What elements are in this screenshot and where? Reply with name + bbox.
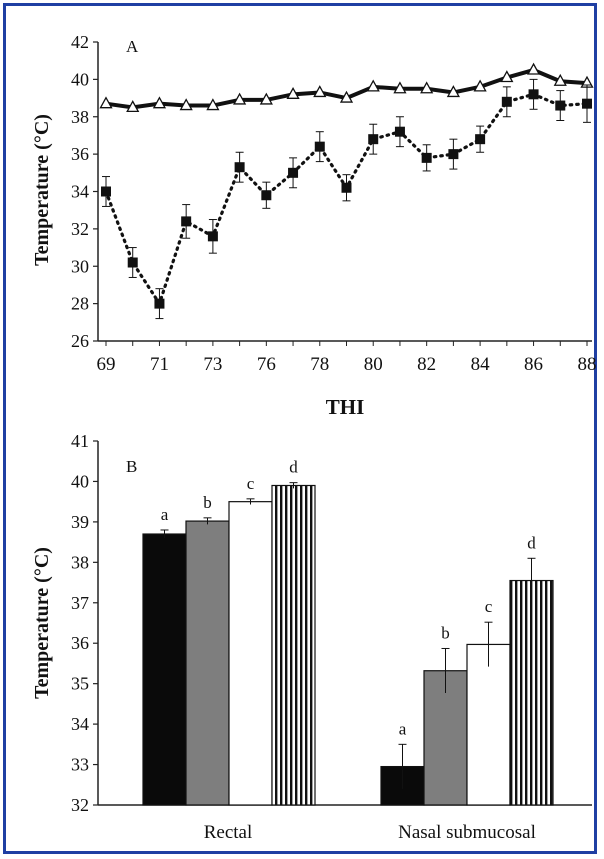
panel-a-series-2-point (314, 141, 325, 152)
panel-a-x-axis-label: THI (326, 395, 365, 419)
panel-b-label: B (126, 457, 137, 476)
panel-a-series-1-point (126, 100, 140, 113)
panel-a-series-2-point (234, 162, 245, 173)
panel-b-y-tick-label: 37 (71, 593, 89, 613)
panel-b-y-tick-label: 35 (71, 674, 89, 694)
panel-a-series-1-point (500, 70, 514, 83)
panel-a-x-tick-label: 80 (364, 354, 383, 375)
panel-a-series-1-point (233, 92, 247, 105)
panel-a-y-tick-label: 28 (71, 294, 89, 314)
panel-a-x-tick-label: 76 (257, 354, 276, 375)
panel-a-series-1-point (259, 92, 273, 105)
panel-a-series-1-point (553, 73, 567, 86)
panel-b-y-tick-label: 39 (71, 512, 89, 532)
panel-b-y-axis-label: Temperature (°C) (31, 547, 53, 699)
panel-a-series-2-point (528, 89, 539, 100)
panel-b-y-tick-label: 32 (71, 795, 89, 815)
panel-b-significance-letter: b (441, 623, 450, 642)
panel-b-bar (271, 484, 316, 806)
panel-b-bars: a b c d a b c d (142, 458, 554, 806)
panel-a-y-tick-label: 30 (71, 256, 89, 276)
panel-a-series-2-point (368, 134, 379, 145)
panel-a-series-2 (101, 78, 592, 320)
panel-a-label: A (126, 37, 139, 56)
panel-a-y-tick-label: 36 (71, 144, 89, 164)
panel-a-series-2-point (394, 126, 405, 137)
panel-b-significance-letter: b (203, 493, 212, 512)
panel-a-series-2-point (501, 96, 512, 107)
panel-b-significance-letter: c (485, 597, 493, 616)
panel-b-bar (466, 643, 511, 806)
panel-a-series-1-point (339, 90, 354, 103)
panel-b-y-tick-label: 36 (71, 633, 89, 653)
panel-a-series-1-point (420, 81, 434, 94)
panel-b-significance-letter: d (527, 533, 536, 552)
panel-b-y-tick-label: 40 (71, 471, 89, 491)
panel-a-x-tick-label: 69 (97, 354, 116, 375)
panel-a-series-2-point (207, 231, 218, 242)
panel-b-significance-letter: a (161, 505, 169, 524)
panel-a-series-1-point (206, 98, 220, 111)
panel-a-series-2-point (101, 186, 111, 197)
panel-a-x-ticks: 69 71 73 76 78 80 82 84 86 88 (97, 341, 597, 375)
panel-a-series-2-point (341, 182, 352, 193)
panel-a-x-tick-label: 78 (310, 354, 329, 375)
panel-a-series-2-point (555, 100, 566, 111)
panel-a-series-1-point (526, 62, 541, 75)
panel-a-series-2-point (448, 149, 459, 160)
panel-b-y-tick-label: 38 (71, 552, 89, 572)
panel-a-series-2-point (127, 257, 138, 268)
panel-a-series-2-point (421, 152, 432, 163)
panel-a-y-tick-label: 32 (71, 219, 89, 239)
panel-b-y-ticks: 32 33 34 35 36 37 38 39 40 41 (71, 431, 98, 815)
panel-a-x-tick-label: 88 (578, 354, 597, 375)
panel-b-bar (185, 520, 230, 806)
panel-a-series-1-point (446, 85, 460, 98)
panel-a-series-1-point (473, 79, 487, 92)
panel-a-x-tick-label: 82 (417, 354, 436, 375)
panel-a-y-tick-label: 38 (71, 107, 89, 127)
panel-b-significance-letter: a (399, 719, 407, 738)
panel-a-x-tick-label: 71 (150, 354, 169, 375)
panel-a-series-1-point (99, 96, 113, 109)
panel-a-y-tick-label: 34 (71, 182, 89, 202)
panel-b-y-tick-label: 34 (71, 714, 89, 734)
panel-a-series-1 (99, 62, 594, 113)
panel-a-series-1-point (393, 81, 407, 94)
panel-a-series-1-point (286, 86, 300, 99)
panel-a-series-2-point (154, 298, 165, 309)
panel-a-y-tick-label: 26 (71, 331, 89, 351)
panel-a-series-2-point (261, 190, 272, 201)
panel-a-x-tick-label: 73 (203, 354, 222, 375)
panel-a-y-tick-label: 40 (71, 69, 89, 89)
panel-b-bar (142, 533, 187, 806)
panel-b-significance-letter: c (247, 474, 255, 493)
panel-a-series-2-point (475, 134, 486, 145)
panel-a-series-1-point (313, 85, 327, 98)
panel-a-series-2-point (582, 98, 592, 109)
panel-a-series-1-point (179, 98, 193, 111)
panel-a-x-tick-label: 86 (524, 354, 543, 375)
panel-a-y-grid-ticks: 26 28 30 32 34 36 38 40 42 (71, 32, 98, 351)
panel-a-y-tick-label: 42 (71, 32, 89, 52)
panel-a-series-2-point (181, 216, 192, 227)
panel-a-y-axis-label: Temperature (°C) (31, 114, 53, 266)
panel-b-category-nasal: Nasal submucosal (398, 822, 536, 843)
panel-b-bar (228, 501, 273, 806)
panel-a-series-2-point (288, 167, 299, 178)
panel-b-category-rectal: Rectal (204, 822, 253, 843)
panel-a-x-tick-label: 84 (471, 354, 491, 375)
panel-b-y-tick-label: 41 (71, 431, 89, 451)
panel-b-y-tick-label: 33 (71, 755, 89, 775)
panel-b-bar (509, 579, 554, 806)
panel-b-significance-letter: d (289, 458, 298, 477)
panel-a-series-1-point (152, 96, 167, 109)
panel-a-series-1-point (366, 79, 380, 92)
